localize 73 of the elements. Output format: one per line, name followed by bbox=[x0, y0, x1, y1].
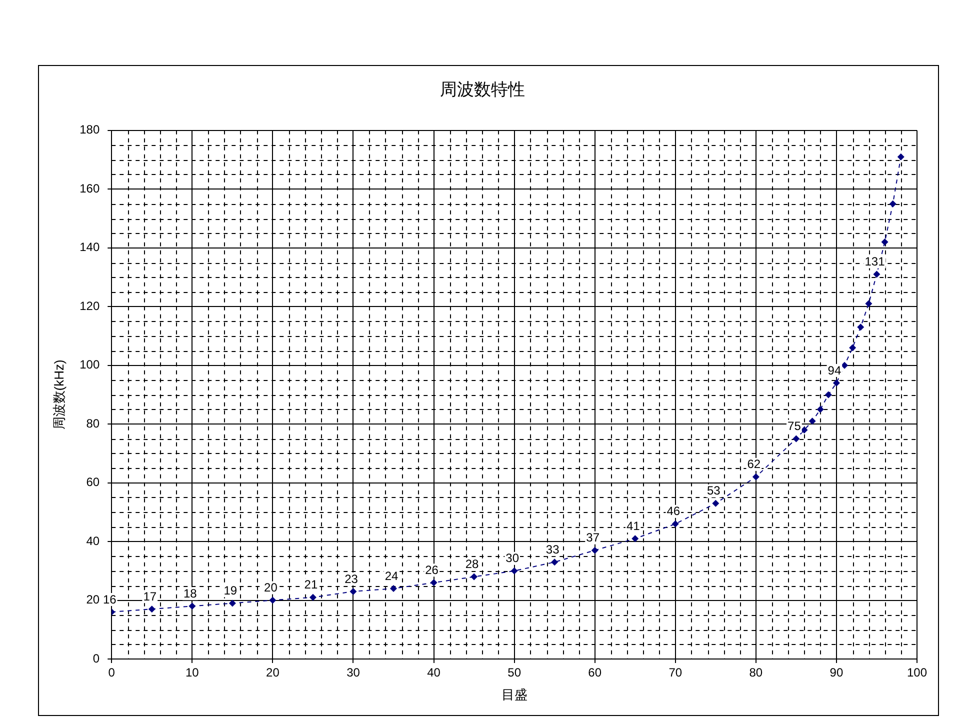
data-label: 33 bbox=[546, 542, 560, 556]
x-tick-label: 60 bbox=[588, 666, 602, 680]
data-label: 18 bbox=[183, 586, 198, 600]
y-axis-title: 周波数(kHz) bbox=[51, 360, 66, 430]
x-axis-title: 目盛 bbox=[501, 686, 528, 702]
y-tick-label: 100 bbox=[80, 358, 100, 372]
data-label: 30 bbox=[506, 551, 520, 566]
data-label: 62 bbox=[747, 457, 761, 472]
point bbox=[865, 300, 872, 308]
x-tick-label: 90 bbox=[830, 666, 844, 680]
x-tick-label: 70 bbox=[668, 666, 682, 680]
point bbox=[269, 596, 276, 604]
point bbox=[841, 362, 848, 369]
y-tick-label: 80 bbox=[86, 416, 100, 430]
point bbox=[390, 585, 398, 592]
chart-title: 周波数特性 bbox=[440, 80, 525, 99]
data-label: 28 bbox=[465, 557, 480, 572]
point bbox=[824, 391, 832, 398]
point bbox=[228, 600, 236, 607]
point bbox=[470, 573, 478, 580]
x-tick-label: 10 bbox=[185, 666, 200, 680]
point bbox=[188, 602, 196, 610]
x-tick-label: 0 bbox=[108, 666, 116, 680]
data-label: 94 bbox=[828, 363, 842, 378]
data-label: 19 bbox=[224, 584, 238, 598]
point bbox=[510, 567, 518, 574]
x-tick-label: 20 bbox=[266, 666, 280, 680]
y-tick-label: 180 bbox=[80, 122, 100, 137]
data-label: 41 bbox=[626, 518, 640, 533]
point bbox=[816, 406, 824, 413]
data-label: 24 bbox=[384, 568, 398, 583]
y-tick-label: 20 bbox=[86, 592, 100, 607]
point bbox=[672, 520, 679, 528]
data-label: 23 bbox=[344, 572, 358, 586]
point bbox=[430, 579, 438, 586]
point bbox=[832, 379, 840, 386]
point bbox=[849, 344, 856, 352]
y-tick-label: 40 bbox=[86, 534, 100, 548]
point bbox=[873, 270, 880, 278]
point bbox=[551, 558, 558, 566]
x-tick-label: 80 bbox=[749, 666, 763, 680]
x-tick-label: 40 bbox=[427, 666, 441, 680]
data-label: 46 bbox=[666, 504, 680, 518]
point bbox=[889, 200, 896, 208]
point bbox=[148, 606, 156, 613]
data-label: 20 bbox=[264, 580, 278, 595]
point bbox=[309, 594, 316, 601]
data-label: 26 bbox=[425, 562, 439, 577]
data-label: 37 bbox=[586, 530, 600, 545]
point bbox=[712, 500, 720, 507]
y-tick-label: 120 bbox=[80, 298, 100, 313]
point bbox=[897, 153, 904, 160]
data-label: 131 bbox=[864, 254, 886, 269]
y-tick-label: 60 bbox=[86, 475, 100, 490]
data-label: 16 bbox=[102, 592, 117, 606]
data-label: 21 bbox=[304, 578, 318, 592]
x-tick-label: 100 bbox=[906, 666, 928, 680]
point bbox=[881, 238, 888, 246]
point bbox=[591, 546, 598, 554]
x-tick-label: 50 bbox=[508, 666, 522, 680]
point bbox=[752, 473, 760, 480]
data-label: 53 bbox=[706, 484, 721, 498]
point bbox=[350, 588, 357, 595]
point bbox=[808, 418, 816, 425]
point bbox=[857, 324, 864, 331]
y-tick-label: 140 bbox=[80, 240, 100, 254]
y-tick-label: 0 bbox=[92, 651, 100, 666]
data-label: 75 bbox=[788, 419, 802, 434]
x-tick-label: 30 bbox=[346, 666, 360, 680]
data-label: 17 bbox=[143, 589, 157, 604]
point bbox=[632, 535, 639, 542]
point bbox=[792, 435, 800, 442]
y-tick-label: 160 bbox=[80, 181, 100, 196]
